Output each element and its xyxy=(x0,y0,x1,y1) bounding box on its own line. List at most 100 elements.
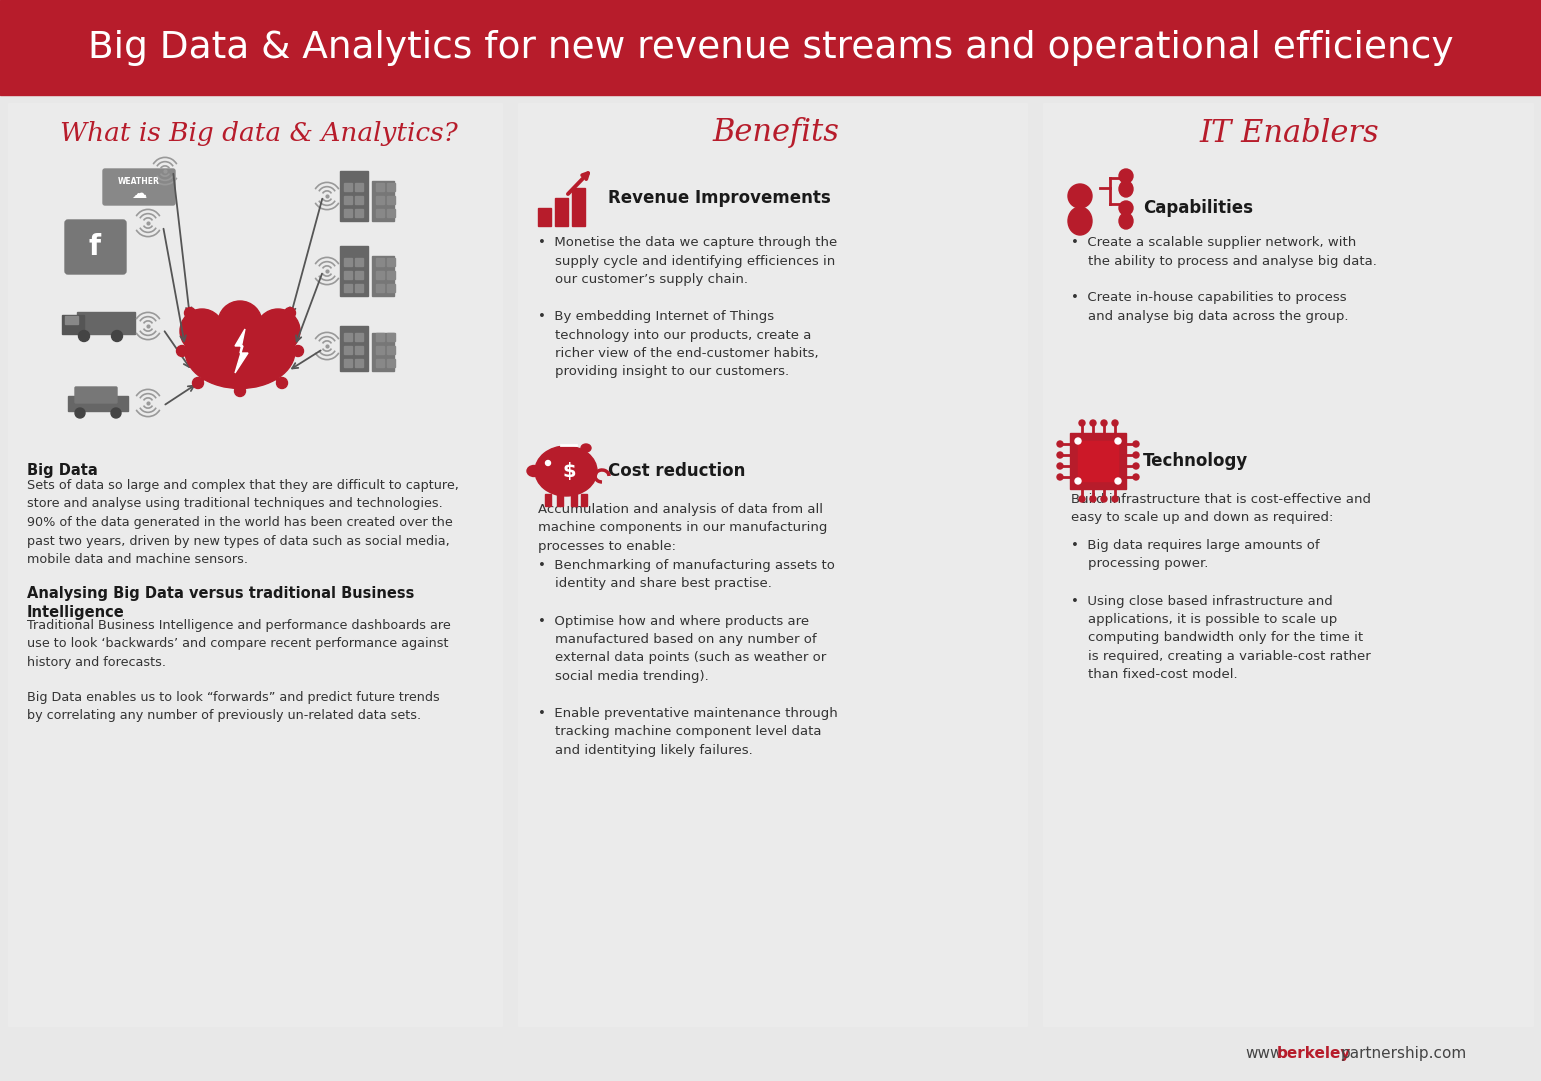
Circle shape xyxy=(193,377,203,388)
Bar xyxy=(376,196,384,204)
Bar xyxy=(354,284,364,292)
Text: •  Big data requires large amounts of
    processing power.

•  Using close base: • Big data requires large amounts of pro… xyxy=(1071,539,1371,681)
Ellipse shape xyxy=(535,446,596,496)
Bar xyxy=(1079,441,1119,481)
Bar xyxy=(354,183,364,191)
Bar xyxy=(538,208,552,226)
Ellipse shape xyxy=(185,313,294,388)
Circle shape xyxy=(1076,438,1080,444)
Bar xyxy=(376,346,384,353)
Bar xyxy=(341,326,368,371)
Bar xyxy=(0,0,1541,95)
Text: Big Data enables us to look “forwards” and predict future trends
by correlating : Big Data enables us to look “forwards” a… xyxy=(28,691,439,722)
Bar xyxy=(344,359,351,368)
Bar xyxy=(581,494,587,506)
Bar xyxy=(354,209,364,217)
Circle shape xyxy=(1116,438,1120,444)
Circle shape xyxy=(1100,496,1106,502)
Circle shape xyxy=(1089,496,1096,502)
Circle shape xyxy=(1076,478,1080,484)
Bar xyxy=(387,271,394,279)
Circle shape xyxy=(1133,452,1139,458)
Bar xyxy=(371,333,394,371)
Text: Accumulation and analysis of data from all
machine components in our manufacturi: Accumulation and analysis of data from a… xyxy=(538,503,828,553)
Bar xyxy=(387,346,394,353)
Circle shape xyxy=(256,309,300,353)
Circle shape xyxy=(234,386,245,397)
Bar xyxy=(376,183,384,191)
Bar xyxy=(546,494,552,506)
Bar xyxy=(555,198,569,226)
Bar xyxy=(376,333,384,341)
Ellipse shape xyxy=(1119,181,1133,197)
Bar xyxy=(341,246,368,296)
Bar xyxy=(518,103,1026,1026)
Circle shape xyxy=(1089,421,1096,426)
Text: Technology: Technology xyxy=(1143,452,1248,470)
Circle shape xyxy=(217,301,262,345)
Bar xyxy=(354,359,364,368)
Bar xyxy=(376,271,384,279)
Circle shape xyxy=(1119,169,1133,183)
Bar xyxy=(62,315,85,334)
Text: Capabilities: Capabilities xyxy=(1143,199,1253,217)
Circle shape xyxy=(1116,478,1120,484)
Bar xyxy=(344,333,351,341)
Circle shape xyxy=(111,331,122,342)
Text: Analysing Big Data versus traditional Business
Intelligence: Analysing Big Data versus traditional Bu… xyxy=(28,586,415,619)
Ellipse shape xyxy=(527,466,541,477)
Bar xyxy=(77,312,136,334)
Bar xyxy=(387,359,394,368)
Text: Benefits: Benefits xyxy=(712,118,838,148)
Bar xyxy=(344,284,351,292)
Circle shape xyxy=(276,377,288,388)
Bar xyxy=(354,333,364,341)
Text: •  Monetise the data we capture through the
    supply cycle and identifying eff: • Monetise the data we capture through t… xyxy=(538,236,837,378)
Ellipse shape xyxy=(1068,206,1093,235)
Bar xyxy=(376,209,384,217)
Circle shape xyxy=(1113,496,1119,502)
Circle shape xyxy=(546,461,550,466)
Bar xyxy=(344,271,351,279)
Bar xyxy=(371,181,394,221)
Ellipse shape xyxy=(581,444,592,452)
Bar xyxy=(344,209,351,217)
Circle shape xyxy=(1133,441,1139,448)
Circle shape xyxy=(1057,473,1063,480)
Text: ☁: ☁ xyxy=(131,186,146,200)
FancyBboxPatch shape xyxy=(65,221,126,273)
Text: partnership.com: partnership.com xyxy=(1341,1046,1467,1060)
Bar xyxy=(387,258,394,266)
Circle shape xyxy=(1057,463,1063,469)
Text: Build infrastructure that is cost-effective and
easy to scale up and down as req: Build infrastructure that is cost-effect… xyxy=(1071,493,1371,524)
Circle shape xyxy=(76,408,85,418)
Bar xyxy=(344,258,351,266)
Circle shape xyxy=(1133,473,1139,480)
Bar xyxy=(1043,103,1533,1026)
Text: Cost reduction: Cost reduction xyxy=(609,462,746,480)
Text: Big Data & Analytics for new revenue streams and operational efficiency: Big Data & Analytics for new revenue str… xyxy=(88,29,1453,66)
Text: Revenue Improvements: Revenue Improvements xyxy=(609,189,831,206)
Bar xyxy=(354,346,364,353)
Bar xyxy=(344,346,351,353)
Circle shape xyxy=(1100,421,1106,426)
Bar xyxy=(387,183,394,191)
Bar xyxy=(376,284,384,292)
Text: Sets of data so large and complex that they are difficult to capture,
store and : Sets of data so large and complex that t… xyxy=(28,479,459,566)
Text: berkeley: berkeley xyxy=(1277,1046,1351,1060)
Text: WEATHER: WEATHER xyxy=(119,176,160,186)
Text: •  Benchmarking of manufacturing assets to
    identity and share best practise.: • Benchmarking of manufacturing assets t… xyxy=(538,559,838,757)
Bar xyxy=(376,359,384,368)
Text: f: f xyxy=(89,233,102,261)
Polygon shape xyxy=(234,329,248,373)
Bar xyxy=(572,188,586,226)
Text: www.: www. xyxy=(1245,1046,1287,1060)
Bar xyxy=(354,258,364,266)
Circle shape xyxy=(177,346,188,357)
Circle shape xyxy=(180,309,223,353)
Circle shape xyxy=(1113,421,1119,426)
Text: Traditional Business Intelligence and performance dashboards are
use to look ‘ba: Traditional Business Intelligence and pe… xyxy=(28,619,452,669)
Circle shape xyxy=(1057,441,1063,448)
Bar xyxy=(68,396,128,411)
Circle shape xyxy=(1068,184,1093,208)
